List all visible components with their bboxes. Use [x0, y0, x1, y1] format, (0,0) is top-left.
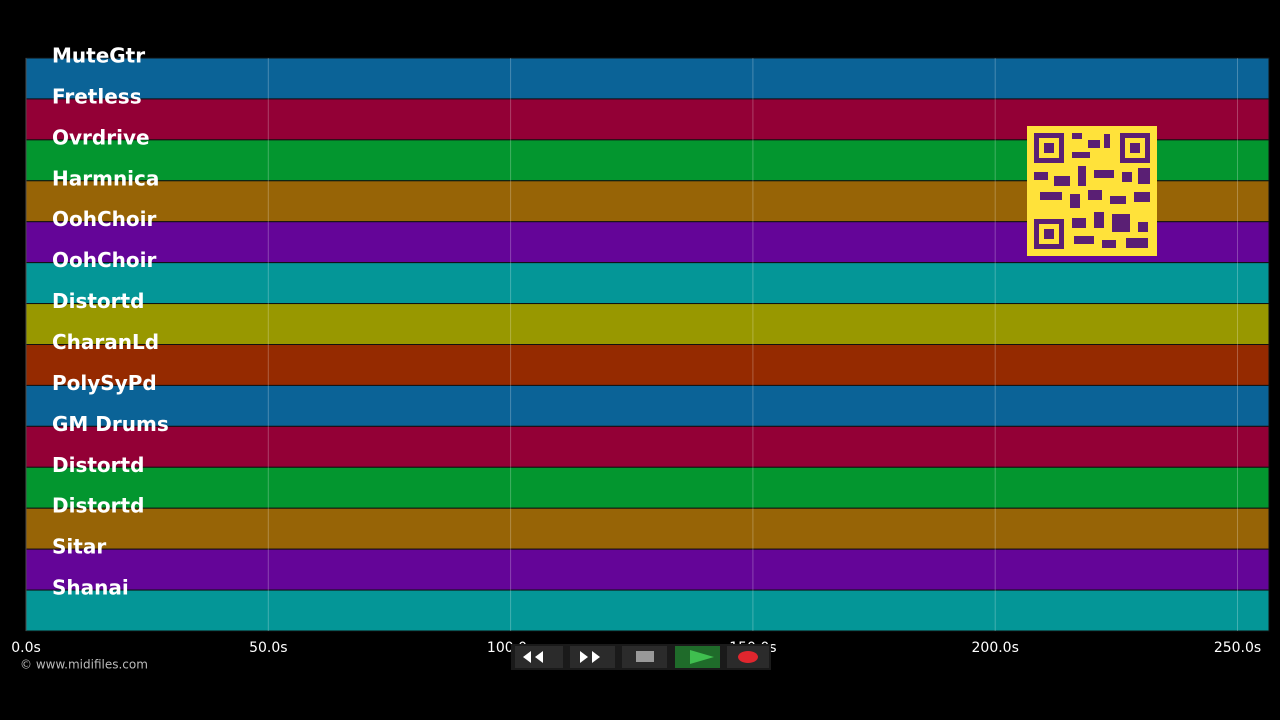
play-button[interactable] — [675, 646, 720, 668]
track-row — [25, 425, 1270, 468]
track-row — [25, 303, 1270, 346]
track-row — [25, 57, 1270, 100]
fast-forward-button[interactable] — [570, 646, 615, 668]
stop-button[interactable] — [622, 646, 667, 668]
rewind-button[interactable] — [515, 646, 563, 668]
time-tick-label: 0.0s — [11, 640, 41, 656]
track-name: Harmnica — [52, 166, 159, 190]
track-name: GM Drums — [52, 412, 169, 436]
track-row — [25, 384, 1270, 427]
track-name: Shanai — [52, 576, 129, 600]
transport-controls — [511, 644, 771, 670]
qr-code — [1027, 126, 1157, 256]
time-tick-label: 50.0s — [249, 640, 287, 656]
track-name: Sitar — [52, 535, 106, 559]
track-name: Fretless — [52, 84, 142, 108]
track-name: Distortd — [52, 289, 144, 313]
credit: © www.midifiles.com — [20, 658, 148, 672]
track-name: MuteGtr — [52, 44, 145, 68]
track-name: CharanLd — [52, 330, 159, 354]
track-row — [25, 344, 1270, 386]
time-tick-label: 200.0s — [972, 640, 1019, 656]
track-name: PolySyPd — [52, 371, 157, 395]
time-tick-label: 250.0s — [1214, 640, 1261, 656]
track-name: OohChoir — [52, 248, 156, 272]
track-row — [25, 589, 1270, 632]
time-grid — [25, 58, 1239, 631]
track-row — [25, 548, 1270, 591]
track-name: OohChoir — [52, 207, 156, 231]
track-row — [25, 262, 1270, 305]
record-button[interactable] — [727, 646, 769, 668]
track-row — [25, 466, 1270, 509]
track-row — [25, 507, 1270, 550]
track-name: Distortd — [52, 453, 144, 477]
track-labels: MuteGtr Fretless Ovrdrive Harmnica OohChoir O… — [52, 44, 169, 600]
track-name: Ovrdrive — [52, 125, 150, 149]
track-name: Distortd — [52, 494, 144, 518]
